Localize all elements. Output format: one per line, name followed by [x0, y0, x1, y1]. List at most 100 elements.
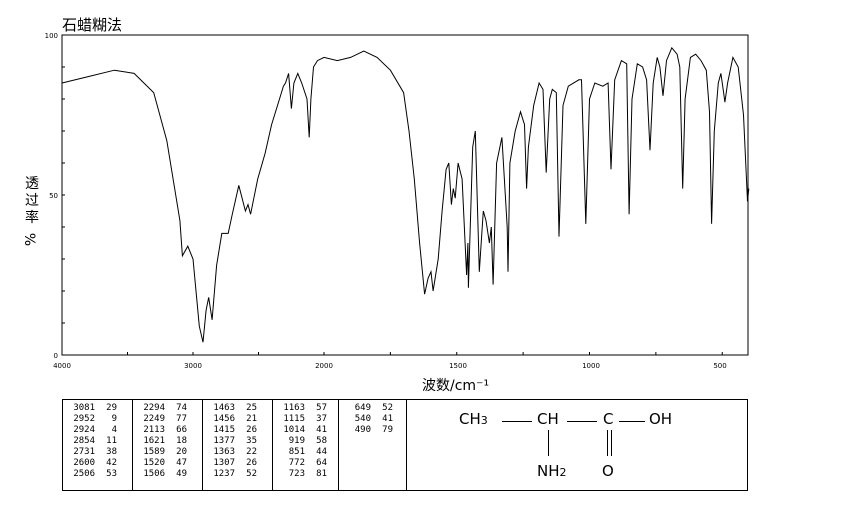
peak-wavenumber: 1307 — [213, 458, 235, 468]
peak-transmittance: 42 — [106, 458, 117, 468]
peak-transmittance: 74 — [176, 403, 187, 413]
peak-transmittance: 4 — [111, 425, 117, 435]
peak-wavenumber: 2952 — [73, 414, 95, 424]
peak-transmittance: 77 — [176, 414, 187, 424]
bond-ch-nh2 — [548, 430, 549, 456]
peak-wavenumber: 1014 — [283, 425, 305, 435]
peak-transmittance: 44 — [316, 447, 327, 457]
peak-row: 1115 37 — [279, 414, 327, 425]
peak-row: 2924 4 — [69, 425, 117, 436]
peak-row: 772 64 — [279, 458, 327, 469]
spectrum-line — [61, 46, 750, 343]
peak-row: 1621 18 — [139, 436, 187, 447]
peak-wavenumber: 1377 — [213, 436, 235, 446]
peak-list: 1463 25 1456 21 1415 26 1377 35 1363 22 1307 26 1237… — [209, 403, 257, 480]
peak-wavenumber: 1415 — [213, 425, 235, 435]
x-axis-label: 波数/cm⁻¹ — [422, 378, 490, 394]
peak-column-5: 649 52 540 41 490 79 — [339, 400, 407, 490]
peak-row: 1463 25 — [209, 403, 257, 414]
peak-table: 3081 29 2952 9 2924 4 2854 11 2731 38 2600 42 2506 53… — [62, 399, 748, 491]
peak-wavenumber: 1520 — [143, 458, 165, 468]
y-label-char-1: 透 — [25, 176, 39, 192]
peak-wavenumber: 851 — [288, 447, 305, 457]
peak-wavenumber: 1621 — [143, 436, 165, 446]
peak-row: 2249 77 — [139, 414, 187, 425]
peak-transmittance: 41 — [316, 425, 327, 435]
oh-group: OH — [649, 410, 673, 428]
tick-marks — [61, 34, 723, 356]
peak-transmittance: 81 — [316, 469, 327, 479]
peak-row: 2600 42 — [69, 458, 117, 469]
method-label: 石蜡糊法 — [62, 16, 123, 34]
peak-list: 649 52 540 41 490 79 — [345, 403, 393, 436]
peak-transmittance: 29 — [106, 403, 117, 413]
peak-list: 2294 74 2249 77 2113 66 1621 18 1589 20 1520 47 1506… — [139, 403, 187, 480]
peak-wavenumber: 919 — [288, 436, 305, 446]
peak-transmittance: 20 — [176, 447, 187, 457]
y-label-char-3: 率 — [25, 210, 39, 226]
peak-transmittance: 21 — [246, 414, 257, 424]
peak-wavenumber: 540 — [354, 414, 371, 424]
peak-row: 1163 57 — [279, 403, 327, 414]
peak-wavenumber: 1463 — [213, 403, 235, 413]
y-tick-0: 0 — [54, 352, 58, 360]
x-tick-1500: 1500 — [449, 362, 467, 370]
peak-transmittance: 57 — [316, 403, 327, 413]
peak-row: 723 81 — [279, 469, 327, 480]
peak-wavenumber: 1506 — [143, 469, 165, 479]
peak-wavenumber: 2924 — [73, 425, 95, 435]
peak-transmittance: 37 — [316, 414, 327, 424]
peak-transmittance: 9 — [111, 414, 117, 424]
double-bond-left — [607, 430, 608, 456]
peak-wavenumber: 2600 — [73, 458, 95, 468]
peak-transmittance: 47 — [176, 458, 187, 468]
peak-row: 1377 35 — [209, 436, 257, 447]
peak-row: 1307 26 — [209, 458, 257, 469]
peak-transmittance: 49 — [176, 469, 187, 479]
peak-wavenumber: 772 — [288, 458, 305, 468]
peak-row: 2506 53 — [69, 469, 117, 480]
carbonyl-oxygen: O — [602, 462, 614, 480]
peak-transmittance: 64 — [316, 458, 327, 468]
peak-wavenumber: 2731 — [73, 447, 95, 457]
peak-row: 1506 49 — [139, 469, 187, 480]
bond-c-oh — [619, 421, 645, 422]
plot-frame — [61, 34, 749, 356]
ch3-group: CH3 — [459, 410, 488, 428]
peak-row: 2731 38 — [69, 447, 117, 458]
double-bond-right — [611, 430, 612, 456]
peak-row: 1014 41 — [279, 425, 327, 436]
peak-transmittance: 41 — [382, 414, 393, 424]
bond-ch3-ch — [502, 421, 532, 422]
peak-column-4: 1163 57 1115 37 1014 41 919 58 851 44 772 64 723 81 — [273, 400, 339, 490]
peak-wavenumber: 1115 — [283, 414, 305, 424]
peak-row: 1456 21 — [209, 414, 257, 425]
peak-transmittance: 52 — [382, 403, 393, 413]
peak-transmittance: 35 — [246, 436, 257, 446]
peak-transmittance: 79 — [382, 425, 393, 435]
x-tick-3000: 3000 — [184, 362, 202, 370]
peak-column-1: 3081 29 2952 9 2924 4 2854 11 2731 38 2600 42 2506 53 — [63, 400, 133, 490]
peak-transmittance: 58 — [316, 436, 327, 446]
peak-row: 2854 11 — [69, 436, 117, 447]
peak-wavenumber: 723 — [288, 469, 305, 479]
y-label-char-2: 过 — [25, 193, 39, 209]
y-tick-100: 100 — [45, 32, 58, 40]
ch-group: CH — [537, 410, 559, 428]
peak-wavenumber: 490 — [354, 425, 371, 435]
peak-wavenumber: 1163 — [283, 403, 305, 413]
carbonyl-carbon: C — [603, 410, 614, 428]
peak-column-2: 2294 74 2249 77 2113 66 1621 18 1589 20 1520 47 1506… — [133, 400, 203, 490]
bond-ch-c — [567, 421, 597, 422]
peak-wavenumber: 2113 — [143, 425, 165, 435]
peak-row: 851 44 — [279, 447, 327, 458]
x-tick-500: 500 — [713, 362, 726, 370]
peak-transmittance: 26 — [246, 458, 257, 468]
peak-wavenumber: 1589 — [143, 447, 165, 457]
peak-wavenumber: 1237 — [213, 469, 235, 479]
peak-row: 649 52 — [345, 403, 393, 414]
peak-transmittance: 38 — [106, 447, 117, 457]
peak-row: 540 41 — [345, 414, 393, 425]
peak-row: 1520 47 — [139, 458, 187, 469]
peak-list: 3081 29 2952 9 2924 4 2854 11 2731 38 2600 42 2506 53 — [69, 403, 117, 480]
